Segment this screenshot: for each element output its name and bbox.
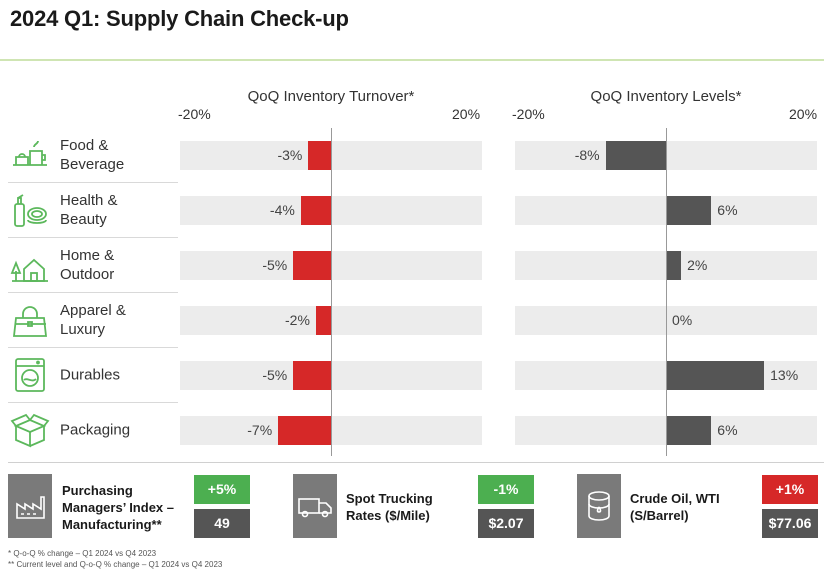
levels-bar-label: 13% [770, 367, 799, 383]
kpi-value-pmi: 49 [194, 509, 250, 538]
footnote-2: ** Current level and Q-o-Q % change – Q1… [8, 560, 223, 569]
factory-icon-tile [8, 474, 52, 538]
turnover-bar [300, 196, 331, 225]
levels-bar [666, 196, 712, 225]
category-label: Durables [60, 366, 121, 384]
page-title: 2024 Q1: Supply Chain Check-up [10, 6, 349, 31]
turnover-chart-title: QoQ Inventory Turnover* [247, 88, 415, 105]
title-divider [0, 59, 824, 61]
turnover-bar [315, 306, 331, 335]
row-divider [8, 402, 178, 403]
health-beauty-icon [14, 194, 47, 227]
row-divider [8, 292, 178, 293]
row-divider [8, 182, 178, 183]
turnover-tick-max: 20% [452, 106, 481, 122]
durables-icon [15, 358, 45, 392]
category-row-apparel: Apparel & Luxury [8, 296, 178, 344]
levels-bar [666, 416, 712, 445]
levels-bar-label: -8% [574, 147, 600, 163]
turnover-tick-min: -20% [178, 106, 211, 122]
turnover-bar-label: -2% [285, 312, 310, 328]
turnover-bar [278, 416, 331, 445]
levels-bar-label: 6% [717, 422, 738, 438]
kpi-change-crude: +1% [762, 475, 818, 504]
turnover-zero-line [331, 128, 332, 456]
category-row-food: Food & Beverage [8, 131, 178, 179]
turnover-bar-label: -7% [247, 422, 273, 438]
home-outdoor-icon [10, 258, 48, 282]
kpi-value-crude: $77.06 [762, 509, 818, 538]
category-row-home: Home & Outdoor [8, 241, 178, 289]
oil-barrel-icon-tile [577, 474, 621, 538]
kpi-change-pmi: +5% [194, 475, 250, 504]
levels-bar-label: 6% [717, 202, 738, 218]
section-divider [8, 462, 824, 463]
levels-bar-label: 0% [672, 312, 693, 328]
kpi-value-trucking: $2.07 [478, 509, 534, 538]
category-row-packaging: Packaging [8, 406, 178, 454]
turnover-bar-label: -5% [262, 367, 288, 383]
apparel-luxury-icon [12, 306, 48, 337]
food-beverage-icon [13, 140, 47, 166]
levels-tick-min: -20% [512, 106, 545, 122]
turnover-bar-label: -3% [277, 147, 303, 163]
turnover-bar [293, 251, 331, 280]
turnover-bar-label: -5% [262, 257, 288, 273]
category-label: Health & Beauty [60, 192, 118, 228]
kpi-label-pmi: Purchasing Managers’ Index – Manufacturi… [62, 483, 174, 532]
turnover-bar-label: -4% [269, 202, 295, 218]
category-label: Food & Beverage [60, 137, 125, 173]
row-divider [8, 347, 178, 348]
levels-bar [666, 361, 765, 390]
kpi-change-trucking: -1% [478, 475, 534, 504]
truck-icon [298, 498, 332, 518]
kpi-label-crude: Crude Oil, WTI (S/Barrel) [630, 491, 720, 523]
levels-bar [666, 251, 682, 280]
levels-zero-line [666, 128, 667, 456]
category-row-durables: Durables [8, 351, 178, 399]
truck-icon-tile [293, 474, 337, 538]
category-row-health: Health & Beauty [8, 186, 178, 234]
levels-bar [605, 141, 666, 170]
category-label: Packaging [60, 421, 131, 439]
levels-bar-label: 2% [687, 257, 708, 273]
kpi-label-trucking: Spot Trucking Rates ($/Mile) [346, 491, 433, 523]
turnover-bar [308, 141, 331, 170]
turnover-bar [293, 361, 331, 390]
category-label: Home & Outdoor [60, 247, 115, 283]
row-divider [8, 237, 178, 238]
oil-barrel-icon [588, 491, 610, 521]
levels-chart-title: QoQ Inventory Levels* [590, 88, 742, 105]
footnote-1: * Q-o-Q % change – Q1 2024 vs Q4 2023 [8, 549, 157, 558]
category-label: Apparel & Luxury [60, 302, 126, 338]
packaging-icon [10, 413, 50, 448]
factory-icon [16, 496, 45, 519]
levels-tick-max: 20% [789, 106, 818, 122]
